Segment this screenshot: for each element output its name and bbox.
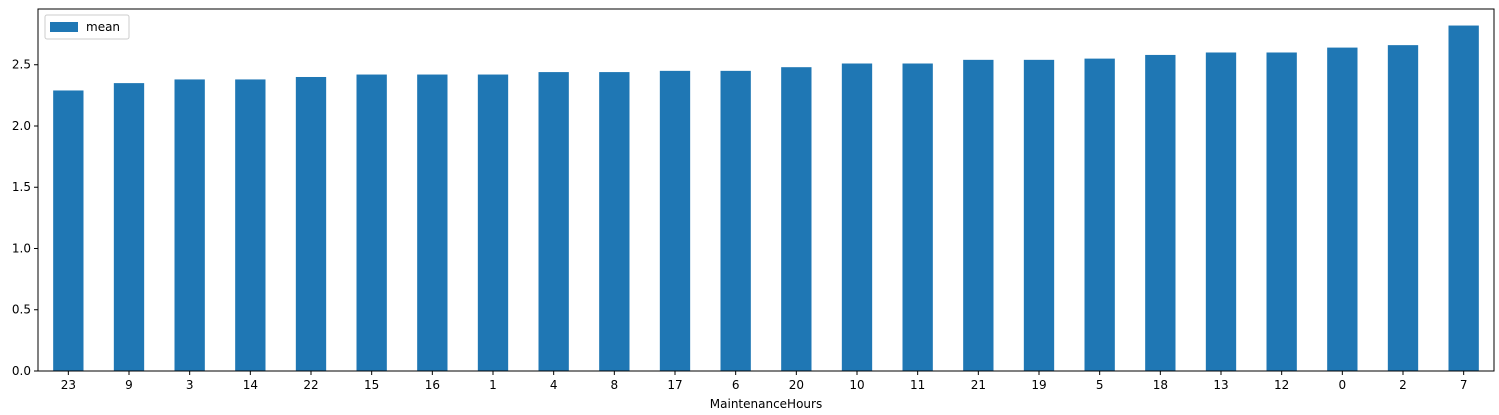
x-tick-label: 5 xyxy=(1096,378,1104,392)
legend-box xyxy=(44,14,130,40)
bar-21 xyxy=(963,59,994,372)
bars-group xyxy=(53,25,1479,372)
bar-9 xyxy=(113,83,145,372)
x-tick-label: 22 xyxy=(303,378,318,392)
y-tick-label: 0.5 xyxy=(12,303,31,317)
bar-13 xyxy=(1205,52,1237,372)
bar-20 xyxy=(781,67,812,371)
bar-8 xyxy=(599,72,630,371)
x-tick-label: 23 xyxy=(61,378,76,392)
y-axis: 0.0 0.5 1.0 1.5 2.0 2.5 xyxy=(12,58,38,378)
x-tick-label: 14 xyxy=(243,378,258,392)
bar-10 xyxy=(841,63,873,371)
x-tick-label: 20 xyxy=(789,378,804,392)
bar-23 xyxy=(53,90,84,371)
bar-15 xyxy=(356,74,387,371)
x-tick-label: 1 xyxy=(489,378,497,392)
x-tick-label: 12 xyxy=(1274,378,1289,392)
x-axis: 23 9 3 14 22 15 16 1 4 8 17 6 20 10 11 21 19 5 18 13 12 0 2 7 xyxy=(61,371,1468,392)
x-tick-label: 15 xyxy=(364,378,379,392)
bar-4 xyxy=(538,72,569,371)
legend: mean xyxy=(44,14,130,40)
bar-7 xyxy=(1448,25,1479,371)
x-tick-label: 8 xyxy=(611,378,619,392)
bar-12 xyxy=(1266,52,1297,372)
legend-swatch-mean xyxy=(50,22,78,32)
x-tick-label: 11 xyxy=(910,378,925,392)
plot-frame xyxy=(37,8,1495,372)
x-tick-label: 7 xyxy=(1460,378,1468,392)
legend-label-mean: mean xyxy=(86,20,120,34)
bar-1 xyxy=(477,74,509,371)
bar-6 xyxy=(720,70,751,372)
bar-17 xyxy=(659,70,691,372)
bar-3 xyxy=(174,79,205,371)
bar-11 xyxy=(902,63,933,371)
bar-2 xyxy=(1387,45,1419,371)
bar-18 xyxy=(1145,54,1176,371)
x-tick-label: 4 xyxy=(550,378,558,392)
x-tick-label: 16 xyxy=(425,378,440,392)
x-axis-label: MaintenanceHours xyxy=(710,397,822,411)
x-tick-label: 6 xyxy=(732,378,740,392)
bar-19 xyxy=(1023,59,1055,372)
y-tick-label: 0.0 xyxy=(12,364,31,378)
bar-14 xyxy=(235,79,266,371)
bar-16 xyxy=(417,74,448,371)
x-tick-label: 13 xyxy=(1213,378,1228,392)
x-tick-label: 19 xyxy=(1031,378,1046,392)
y-tick-label: 1.0 xyxy=(12,241,31,255)
x-tick-label: 3 xyxy=(186,378,194,392)
x-tick-label: 9 xyxy=(125,378,133,392)
bar-0 xyxy=(1327,47,1358,372)
y-tick-label: 2.0 xyxy=(12,119,31,133)
x-tick-label: 2 xyxy=(1399,378,1407,392)
x-tick-label: 18 xyxy=(1153,378,1168,392)
x-tick-label: 17 xyxy=(667,378,682,392)
x-tick-label: 10 xyxy=(849,378,864,392)
y-tick-label: 2.5 xyxy=(12,58,31,72)
x-tick-label: 21 xyxy=(971,378,986,392)
bar-22 xyxy=(295,76,327,372)
bar-5 xyxy=(1084,58,1115,372)
y-tick-label: 1.5 xyxy=(12,180,31,194)
x-tick-label: 0 xyxy=(1339,378,1347,392)
